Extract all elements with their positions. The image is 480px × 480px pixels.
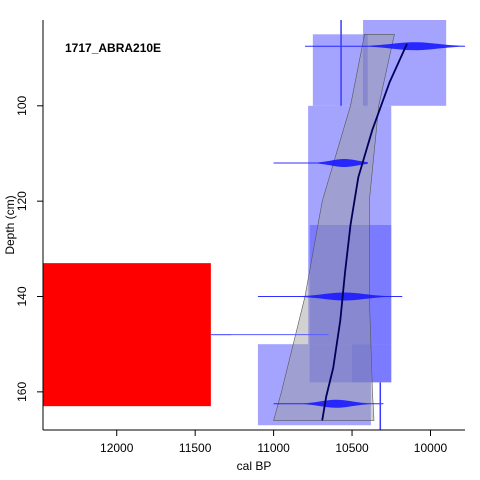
date-probability-ribbon (273, 159, 368, 167)
envelope-layer (273, 34, 395, 421)
x-tick-label: 10000 (414, 441, 448, 455)
age-model-line (321, 43, 408, 421)
x-tick-label: 10500 (335, 441, 369, 455)
extra-lines-layer (210, 20, 382, 430)
y-tick-label: 140 (15, 286, 29, 306)
y-tick-label: 160 (15, 382, 29, 402)
y-axis-title: Depth (cm) (3, 195, 17, 254)
x-tick-label: 12000 (100, 441, 134, 455)
x-tick-label: 11000 (257, 441, 290, 455)
chart-title: 1717_ABRA210E (65, 41, 161, 55)
date-ribbons-layer (257, 42, 465, 408)
date-probability-ribbon (257, 292, 403, 301)
date-prior-box (257, 344, 371, 426)
uncertainty-envelope (273, 34, 395, 421)
x-tick-label: 11500 (179, 441, 212, 455)
prior-boxes-layer (43, 20, 447, 426)
date-probability-ribbon (304, 42, 465, 51)
y-tick-label: 120 (15, 191, 29, 211)
red-prior-box (43, 263, 211, 407)
date-probability-ribbon (273, 399, 384, 408)
model-line-layer (321, 43, 408, 421)
x-axis-title: cal BP (237, 459, 272, 473)
y-tick-label: 100 (15, 95, 29, 115)
axes-layer: 12000 11500 11000 10500 10000 100 120 140 160 (15, 20, 465, 455)
